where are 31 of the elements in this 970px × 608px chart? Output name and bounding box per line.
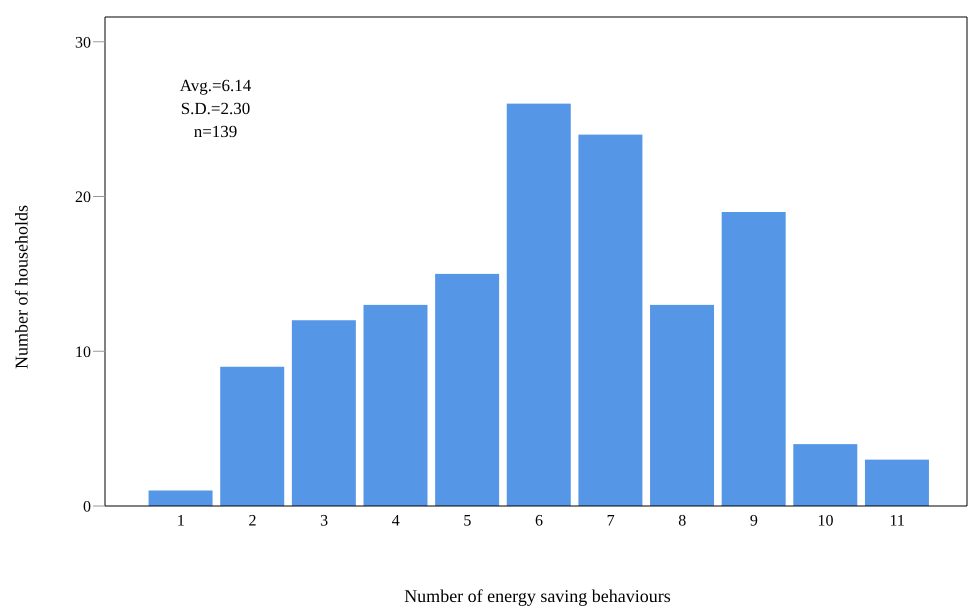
bar [292,320,356,506]
x-tick-label: 6 [535,512,543,530]
y-axis-title: Number of households [12,205,32,369]
annotation: Avg.=6.14 [178,75,252,97]
bar [435,274,500,506]
bar [148,490,213,506]
x-tick-label: 9 [750,512,758,530]
bar [220,366,284,506]
bar [578,134,642,506]
annotation: S.D.=2.30 [180,98,252,120]
annotation: n=139 [192,121,238,143]
bar [793,444,858,506]
y-tick-label: 30 [75,34,91,52]
x-tick-label: 8 [678,512,686,530]
bar [722,212,786,506]
bar [864,460,929,506]
bar [506,104,571,506]
y-tick-label: 0 [83,498,91,516]
x-tick-label: 1 [176,512,185,530]
y-tick-label: 10 [75,344,91,361]
x-axis-title: Number of energy saving behaviours [403,586,672,607]
x-tick-label: 3 [320,512,328,530]
x-tick-label: 5 [463,512,472,530]
y-tick-label: 20 [75,189,91,206]
bar [650,304,714,506]
x-tick-label: 7 [606,512,615,530]
x-tick-label: 11 [889,512,905,530]
x-tick-label: 4 [392,512,400,530]
x-tick-label: 2 [248,512,256,530]
bar [363,304,428,506]
x-tick-label: 10 [818,512,834,530]
